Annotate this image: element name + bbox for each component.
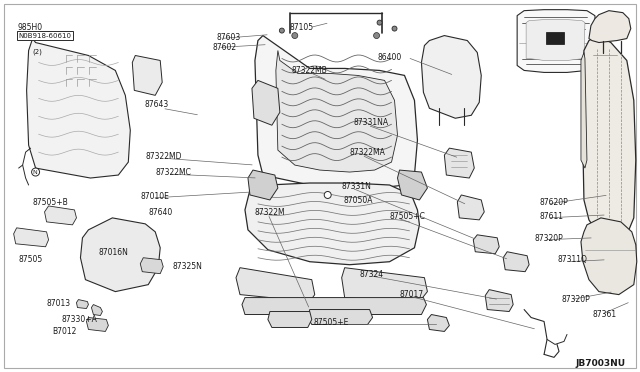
Text: 87505+C: 87505+C — [390, 212, 426, 221]
Text: 87322MD: 87322MD — [145, 152, 182, 161]
Polygon shape — [13, 228, 49, 247]
Polygon shape — [86, 318, 108, 331]
Circle shape — [292, 33, 298, 39]
Circle shape — [324, 192, 332, 198]
Circle shape — [392, 26, 397, 31]
Text: (2): (2) — [33, 48, 42, 55]
Polygon shape — [458, 195, 484, 220]
Polygon shape — [252, 80, 280, 125]
Text: 87320P: 87320P — [534, 234, 563, 243]
Text: B7012: B7012 — [52, 327, 77, 336]
Text: JB7003NU: JB7003NU — [575, 359, 625, 368]
Text: 87505+E: 87505+E — [314, 318, 349, 327]
Polygon shape — [428, 314, 449, 331]
Text: 87017: 87017 — [399, 290, 424, 299]
Polygon shape — [421, 36, 481, 118]
Polygon shape — [92, 305, 102, 315]
Text: 87322MB: 87322MB — [292, 67, 328, 76]
Polygon shape — [140, 258, 163, 274]
Polygon shape — [397, 170, 428, 200]
Text: 87050A: 87050A — [344, 196, 373, 205]
Text: 87016N: 87016N — [99, 248, 128, 257]
Polygon shape — [27, 39, 131, 178]
Polygon shape — [485, 290, 513, 311]
Text: 87330+A: 87330+A — [61, 314, 97, 324]
Text: 87105: 87105 — [290, 23, 314, 32]
Polygon shape — [342, 268, 428, 302]
Polygon shape — [236, 268, 315, 302]
Circle shape — [377, 20, 382, 25]
Text: 87640: 87640 — [148, 208, 173, 217]
Text: 87320P: 87320P — [561, 295, 590, 304]
Polygon shape — [242, 298, 426, 314]
Polygon shape — [503, 252, 529, 272]
Text: N0B918-60610: N0B918-60610 — [19, 33, 72, 39]
Polygon shape — [581, 218, 637, 295]
Polygon shape — [526, 20, 585, 61]
Text: 87602: 87602 — [212, 42, 236, 52]
Polygon shape — [581, 52, 587, 168]
Circle shape — [279, 28, 284, 33]
Text: 87325N: 87325N — [172, 262, 202, 271]
Text: 87505+B: 87505+B — [33, 198, 68, 207]
Text: 87322MC: 87322MC — [156, 168, 191, 177]
Text: 87505: 87505 — [19, 255, 43, 264]
Polygon shape — [76, 299, 88, 308]
Text: 87611: 87611 — [539, 212, 563, 221]
Text: 87331N: 87331N — [342, 182, 372, 191]
Polygon shape — [473, 235, 499, 254]
Polygon shape — [45, 206, 76, 225]
Polygon shape — [276, 51, 397, 172]
Circle shape — [31, 168, 40, 176]
Text: 87620P: 87620P — [539, 198, 568, 207]
Text: 87331NA: 87331NA — [354, 118, 388, 127]
Polygon shape — [245, 183, 419, 265]
Polygon shape — [268, 311, 312, 327]
Polygon shape — [248, 170, 278, 200]
Text: 87603: 87603 — [216, 33, 240, 42]
Bar — [546, 32, 564, 44]
Text: 87311Q: 87311Q — [557, 255, 587, 264]
Text: 87013: 87013 — [47, 299, 70, 308]
Text: 87322MA: 87322MA — [349, 148, 385, 157]
Polygon shape — [308, 310, 372, 324]
Text: 87324: 87324 — [360, 270, 384, 279]
Polygon shape — [444, 148, 474, 178]
Polygon shape — [81, 218, 160, 292]
Text: 87361: 87361 — [593, 310, 617, 318]
Text: 87643: 87643 — [144, 100, 168, 109]
Polygon shape — [255, 36, 417, 188]
Polygon shape — [132, 55, 162, 95]
Text: 87322M: 87322M — [255, 208, 285, 217]
Text: 985H0: 985H0 — [18, 23, 43, 32]
Text: 87010E: 87010E — [140, 192, 169, 201]
Circle shape — [374, 33, 380, 39]
Polygon shape — [582, 36, 636, 238]
Polygon shape — [589, 11, 631, 42]
Text: 86400: 86400 — [378, 52, 402, 61]
Text: N: N — [33, 170, 37, 174]
Polygon shape — [517, 10, 596, 73]
